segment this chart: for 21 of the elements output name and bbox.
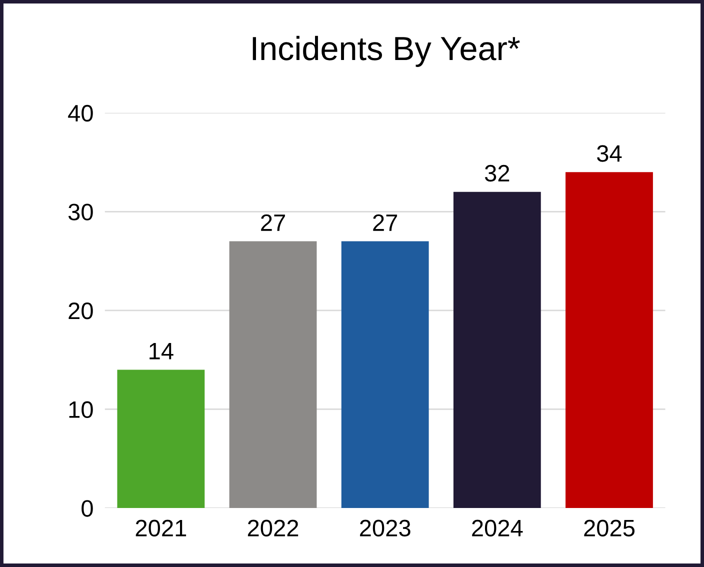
data-label: 27 xyxy=(373,214,398,231)
data-label: 34 xyxy=(597,145,622,162)
x-tick-label: 2022 xyxy=(248,520,298,536)
x-tick-label: 2021 xyxy=(136,520,186,536)
bar xyxy=(229,241,317,508)
data-label: 14 xyxy=(150,343,174,360)
x-tick-label: 2025 xyxy=(584,520,635,536)
x-tick-label: 2023 xyxy=(360,520,410,536)
x-tick-label: 2024 xyxy=(472,520,523,536)
bar xyxy=(566,172,653,508)
bar xyxy=(453,192,541,508)
bar xyxy=(341,241,429,508)
chart-title: Incidents By Year* xyxy=(252,36,520,67)
y-tick-label: 40 xyxy=(68,104,93,122)
y-tick-label: 0 xyxy=(82,500,93,517)
y-tick-label: 30 xyxy=(68,204,93,220)
y-tick-label: 10 xyxy=(69,401,93,418)
y-tick-label: 20 xyxy=(68,302,93,320)
data-label: 27 xyxy=(261,214,285,231)
data-label: 32 xyxy=(484,164,510,182)
bar xyxy=(117,370,205,508)
